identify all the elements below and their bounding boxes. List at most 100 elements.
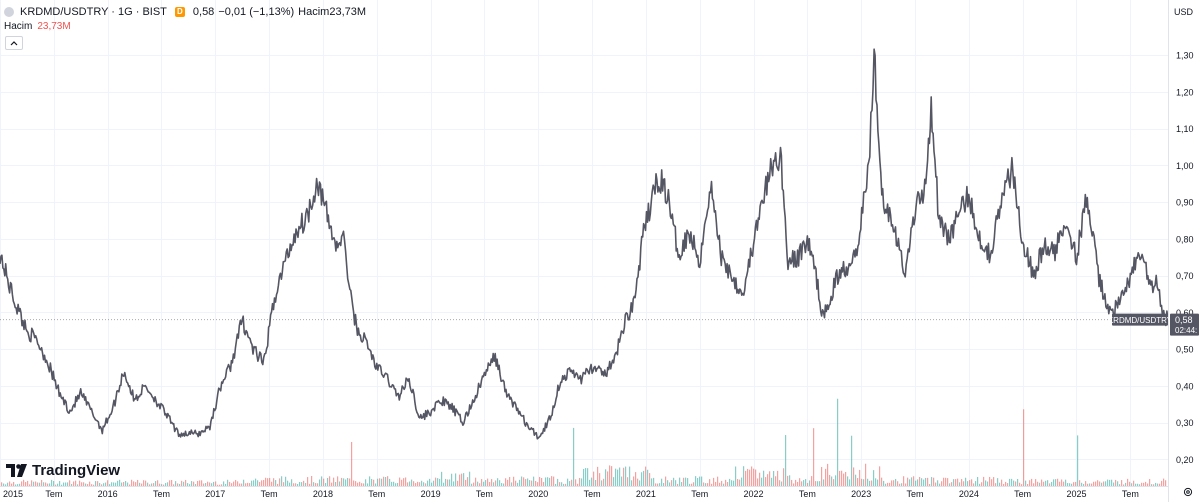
volume-bar [169,480,171,486]
volume-bar [119,479,121,486]
volume-bar [395,483,397,486]
volume-bar [369,476,371,486]
volume-bar [387,476,389,486]
volume-bar [1137,483,1139,486]
volume-bar [931,477,933,486]
volume-bar [745,470,747,486]
volume-bar [123,481,125,486]
volume-bar [985,480,987,486]
volume-bar [1043,481,1045,486]
volume-bar [535,480,537,486]
volume-bar [111,482,113,486]
volume-bar [837,398,839,486]
volume-bar [7,482,9,486]
volume-bar [983,476,985,486]
volume-bar [19,483,21,486]
volume-bar [651,478,653,486]
volume-bar [849,479,851,486]
volume-bar [5,484,7,486]
volume-bar [657,483,659,486]
volume-bar [821,466,823,486]
volume-bar [199,480,201,486]
symbol-tag-bg [1112,313,1168,326]
volume-bar [127,482,129,486]
volume-bar [187,483,189,486]
volume-bar [915,480,917,486]
volume-bar [587,468,589,486]
volume-bar [635,472,637,486]
volume-bar [239,483,241,486]
volume-bar [1157,483,1159,486]
axis-currency-label[interactable]: USD [1174,7,1194,17]
volume-bar [287,480,289,486]
volume-bar [95,481,97,486]
volume-bar [889,482,891,486]
volume-bar [285,476,287,486]
volume-bar [267,478,269,486]
volume-bar [631,480,633,486]
volume-bar [321,476,323,486]
volume-bar [719,482,721,486]
y-tick-label: 0,50 [1176,345,1194,355]
volume-bar [281,476,283,486]
volume-bar [225,483,227,486]
symbol-title[interactable]: KRDMD/USDTRY · 1G · BIST [20,6,167,18]
volume-bar [133,481,135,486]
price-axis[interactable]: 1,30 1,20 1,10 1,00 0,90 0,80 0,70 0,60 0,50 0,40… [1176,51,1194,465]
x-tick-label: 2018 [313,489,333,499]
volume-bar [351,441,353,486]
volume-bar [885,483,887,486]
collapse-legend-button[interactable] [5,36,23,50]
volume-bar [967,481,969,486]
volume-bar [925,477,927,486]
volume-bar [705,483,707,486]
volume-bar [1117,481,1119,486]
volume-bar [237,481,239,486]
volume-bar [491,479,493,486]
volume-bar [197,480,199,486]
volume-bar [449,479,451,486]
volume-bar [747,468,749,486]
volume-bar [85,483,87,486]
volume-bar [647,469,649,486]
symbol-logo-icon [4,7,14,17]
volume-bar [45,482,47,486]
volume-bar [741,477,743,486]
x-tick-label: Tem [799,489,816,499]
volume-bar [1063,481,1065,486]
volume-bar [955,479,957,486]
volume-bar [825,468,827,486]
volume-bar [833,479,835,486]
volume-bar [471,483,473,486]
volume-bar [1073,482,1075,486]
x-tick-label: 2024 [959,489,979,499]
volume-bar [183,481,185,486]
volume-bar [975,481,977,486]
volume-bar [399,477,401,486]
volume-bar [433,480,435,486]
volume-bar [1149,479,1151,486]
volume-bar [1105,481,1107,486]
volume-bar [283,482,285,486]
volume-bar [687,478,689,486]
volume-bar [1067,483,1069,486]
volume-bar [789,475,791,486]
volume-legend-label[interactable]: Hacim [4,21,33,32]
volume-bar [1079,480,1081,486]
volume-bar [909,479,911,486]
settings-gear-icon[interactable] [1183,487,1193,497]
volume-bar [147,482,149,486]
volume-bar [653,477,655,486]
volume-bar [685,477,687,486]
volume-bar [389,478,391,486]
time-axis[interactable]: 2015 Tem 2016 Tem 2017 Tem 2018 Tem 2019 Tem 2020 T… [3,489,1139,499]
x-tick-label: 2023 [851,489,871,499]
volume-bar [81,482,83,486]
tradingview-logo[interactable]: TradingView [6,462,120,479]
volume-bar [607,471,609,486]
volume-bar [709,479,711,486]
volume-bar [243,479,245,486]
volume-bar [881,477,883,486]
volume-bar [89,481,91,486]
